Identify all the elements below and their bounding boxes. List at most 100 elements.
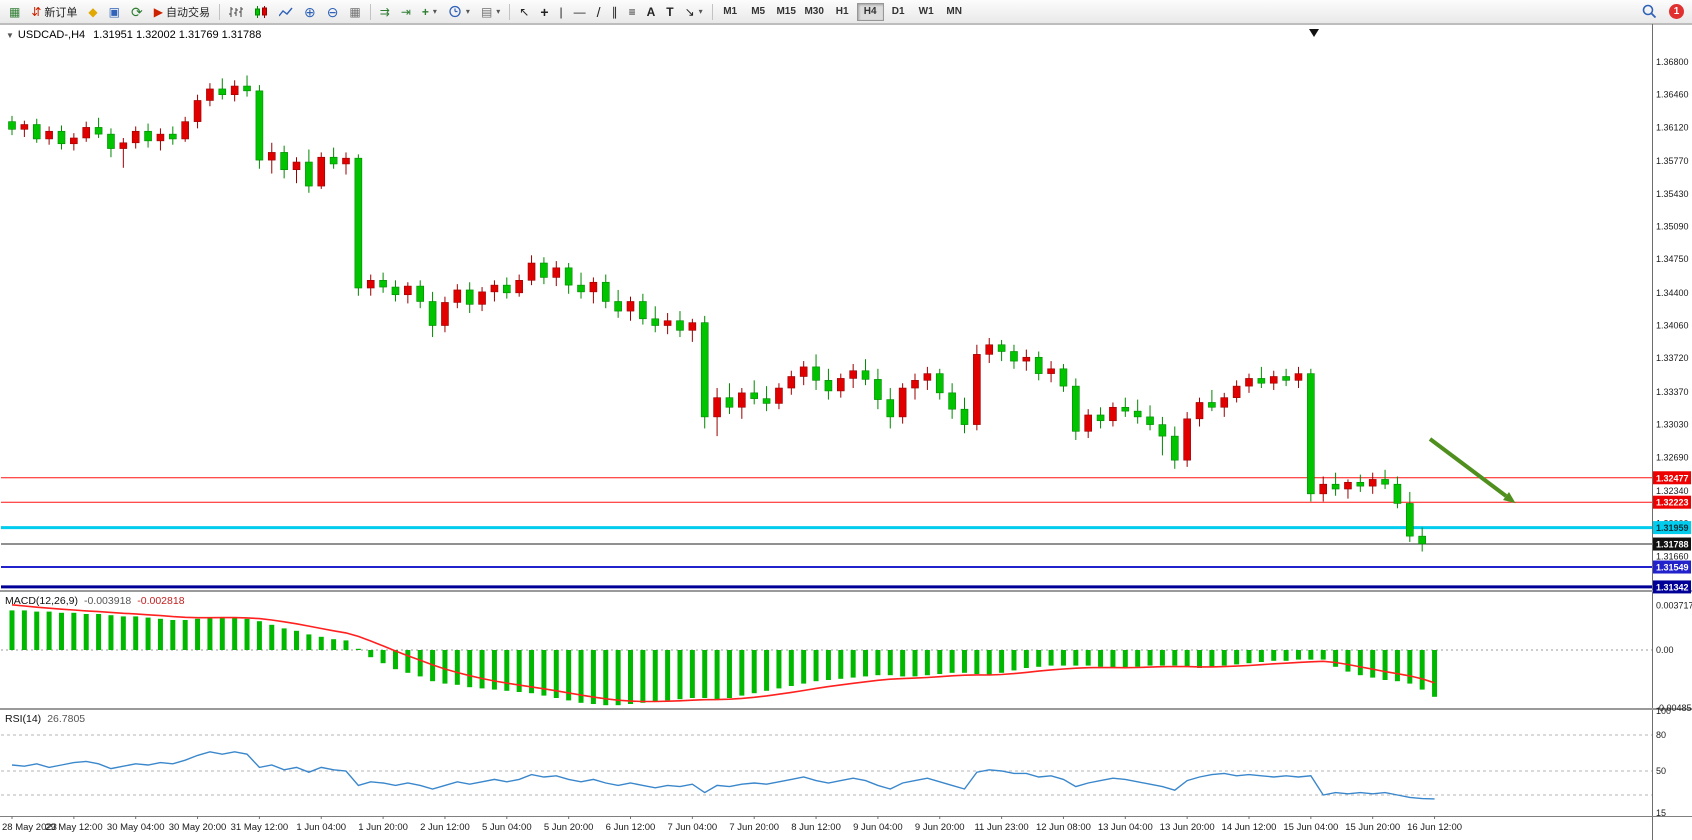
auto-trading-icon: ▶ <box>153 4 163 19</box>
timeframe-m30-button[interactable]: M30 <box>801 3 828 21</box>
svg-text:1.31342: 1.31342 <box>1656 582 1689 592</box>
notification-badge[interactable]: 1 <box>1669 4 1684 19</box>
refresh-button[interactable]: ⟳ <box>126 2 148 22</box>
svg-text:1.35090: 1.35090 <box>1656 221 1689 231</box>
svg-text:1 Jun 04:00: 1 Jun 04:00 <box>296 822 346 833</box>
svg-text:0.003717: 0.003717 <box>1656 600 1692 610</box>
label-tool-button[interactable]: T <box>661 2 678 22</box>
svg-text:11 Jun 23:00: 11 Jun 23:00 <box>974 822 1028 833</box>
svg-text:15 Jun 04:00: 15 Jun 04:00 <box>1283 822 1338 833</box>
search-button[interactable] <box>1637 2 1662 22</box>
timeframe-d1-button[interactable]: D1 <box>885 3 912 21</box>
chevron-down-icon: ▾ <box>496 7 501 16</box>
chart-canvas[interactable]: 1.36800 1.36460 1.36120 1.35770 1.35430 1.350… <box>0 24 1692 840</box>
chevron-down-icon: ▾ <box>698 7 703 16</box>
svg-text:1.33720: 1.33720 <box>1656 353 1689 363</box>
new-order-button[interactable]: ⇵ 新订单 <box>26 2 82 22</box>
zoom-out-button[interactable]: ⊖ <box>322 2 344 22</box>
timeframe-h4-button[interactable]: H4 <box>856 2 884 21</box>
macd-indicator-label: MACD(12,26,9) -0.003918 -0.002818 <box>5 595 191 607</box>
templates-button[interactable]: ▤ ▾ <box>476 2 505 22</box>
svg-text:1.31788: 1.31788 <box>1656 540 1689 550</box>
svg-text:1.34400: 1.34400 <box>1656 288 1689 298</box>
svg-text:1 Jun 20:00: 1 Jun 20:00 <box>358 822 408 833</box>
auto-trading-button[interactable]: ▶ 自动交易 <box>149 2 215 22</box>
auto-scroll-button[interactable]: ⇉ <box>375 2 395 22</box>
periods-button[interactable]: ▾ <box>443 2 475 22</box>
chevron-down-icon: ▾ <box>465 7 470 16</box>
label-icon: T <box>666 4 674 19</box>
candlestick-style-button[interactable] <box>249 2 273 22</box>
toolbar-separator <box>218 3 220 20</box>
bar-chart-style-button[interactable] <box>224 2 248 22</box>
new-chart-button[interactable]: ▦ <box>4 2 25 22</box>
line-chart-style-button[interactable] <box>274 2 298 22</box>
svg-text:16 Jun 12:00: 16 Jun 12:00 <box>1407 822 1462 833</box>
fibonacci-tool-button[interactable]: ≡ <box>624 2 641 22</box>
timeframe-m15-button[interactable]: M15 <box>773 3 800 21</box>
svg-text:13 Jun 20:00: 13 Jun 20:00 <box>1160 822 1215 833</box>
text-tool-button[interactable]: A <box>642 2 661 22</box>
arrows-tool-button[interactable]: ↘ ▾ <box>680 2 708 22</box>
horizontal-line-icon: — <box>573 4 586 19</box>
chart-background <box>0 24 1692 840</box>
svg-text:30 May 20:00: 30 May 20:00 <box>169 822 227 833</box>
macd-signal-value: -0.002818 <box>137 595 185 607</box>
fibonacci-icon: ≡ <box>628 4 636 19</box>
crosshair-tool-button[interactable]: + <box>535 2 553 22</box>
new-order-label: 新订单 <box>44 6 78 19</box>
vertical-line-icon: | <box>559 4 563 19</box>
clock-icon <box>449 5 461 18</box>
trendline-tool-button[interactable]: / <box>592 2 606 22</box>
svg-text:2 Jun 12:00: 2 Jun 12:00 <box>420 822 470 833</box>
svg-text:1.36120: 1.36120 <box>1656 122 1689 132</box>
channel-tool-button[interactable]: ∥ <box>607 2 623 22</box>
toolbar-separator <box>711 3 713 20</box>
trend-arrow-annotation[interactable] <box>1428 437 1516 504</box>
channel-icon: ∥ <box>611 4 618 19</box>
timeframe-w1-button[interactable]: W1 <box>913 3 940 21</box>
line-chart-icon <box>278 7 293 16</box>
svg-text:1.32340: 1.32340 <box>1656 486 1689 496</box>
svg-text:1.31660: 1.31660 <box>1656 551 1689 561</box>
zoom-in-button[interactable]: ⊕ <box>299 2 321 22</box>
indicators-button[interactable]: + ▾ <box>417 2 442 22</box>
svg-text:14 Jun 12:00: 14 Jun 12:00 <box>1222 822 1277 833</box>
cursor-tool-button[interactable]: ↖ <box>514 2 534 22</box>
svg-text:1.32477: 1.32477 <box>1656 473 1689 483</box>
svg-text:29 May 12:00: 29 May 12:00 <box>45 822 103 833</box>
rsi-name: RSI(14) <box>5 713 42 725</box>
timeframe-m5-button[interactable]: M5 <box>745 3 772 21</box>
svg-text:15: 15 <box>1656 808 1666 818</box>
tile-windows-button[interactable]: ▦ <box>344 2 365 22</box>
svg-text:28 May 2023: 28 May 2023 <box>2 822 57 833</box>
panel-separators[interactable] <box>0 590 1692 817</box>
svg-text:1.34750: 1.34750 <box>1656 254 1689 264</box>
horizontal-line-tool-button[interactable]: — <box>569 2 591 22</box>
svg-text:100: 100 <box>1656 706 1671 716</box>
chevron-down-icon: ▾ <box>432 7 437 16</box>
collapse-icon[interactable]: ▼ <box>6 31 14 40</box>
main-toolbar: ▦ ⇵ 新订单 ◆ ▣ ⟳ ▶ 自动交易 ⊕ ⊖ ▦ ⇉ ⇥ + ▾ ▾ <box>0 0 1692 24</box>
horizontal-price-lines[interactable] <box>1 477 1652 589</box>
timeframe-mn-button[interactable]: MN <box>941 3 968 21</box>
crosshair-icon: + <box>540 3 549 20</box>
chart-title: ▼ USDCAD-,H4 1.31951 1.32002 1.31769 1.317… <box>6 29 261 41</box>
svg-text:7 Jun 20:00: 7 Jun 20:00 <box>729 822 779 833</box>
metaeditor-button[interactable]: ◆ <box>83 2 102 22</box>
new-order-icon: ⇵ <box>31 4 42 19</box>
vertical-line-tool-button[interactable]: | <box>555 2 568 22</box>
svg-text:31 May 12:00: 31 May 12:00 <box>231 822 289 833</box>
zoom-out-icon: ⊖ <box>326 3 339 20</box>
macd-name: MACD(12,26,9) <box>5 595 78 607</box>
profiles-button[interactable]: ▣ <box>104 2 125 22</box>
svg-text:1.35770: 1.35770 <box>1656 156 1689 166</box>
svg-text:15 Jun 20:00: 15 Jun 20:00 <box>1345 822 1400 833</box>
svg-text:9 Jun 20:00: 9 Jun 20:00 <box>915 822 965 833</box>
timeframe-h1-button[interactable]: H1 <box>829 3 856 21</box>
tile-windows-icon: ▦ <box>349 4 361 19</box>
chart-shift-button[interactable]: ⇥ <box>396 2 416 22</box>
timeframe-m1-button[interactable]: M1 <box>717 3 744 21</box>
svg-text:1.34060: 1.34060 <box>1656 321 1689 331</box>
